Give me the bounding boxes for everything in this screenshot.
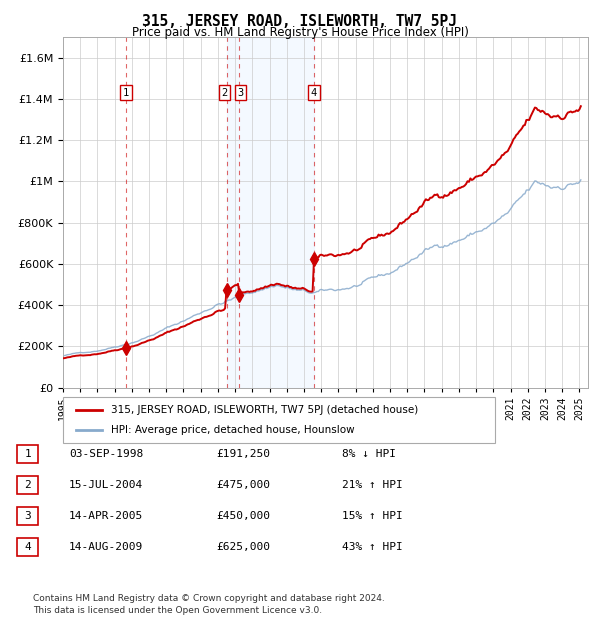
Text: 3: 3 [237, 88, 244, 98]
Text: £450,000: £450,000 [216, 511, 270, 521]
Text: £475,000: £475,000 [216, 480, 270, 490]
FancyBboxPatch shape [17, 507, 38, 525]
Text: 14-APR-2005: 14-APR-2005 [69, 511, 143, 521]
Text: 1: 1 [24, 449, 31, 459]
Text: 4: 4 [24, 542, 31, 552]
Text: 315, JERSEY ROAD, ISLEWORTH, TW7 5PJ: 315, JERSEY ROAD, ISLEWORTH, TW7 5PJ [143, 14, 458, 29]
Text: 15% ↑ HPI: 15% ↑ HPI [342, 511, 403, 521]
Text: 21% ↑ HPI: 21% ↑ HPI [342, 480, 403, 490]
Text: £625,000: £625,000 [216, 542, 270, 552]
Text: 2: 2 [221, 88, 227, 98]
Text: 43% ↑ HPI: 43% ↑ HPI [342, 542, 403, 552]
Text: £191,250: £191,250 [216, 449, 270, 459]
FancyBboxPatch shape [17, 445, 38, 463]
Text: 15-JUL-2004: 15-JUL-2004 [69, 480, 143, 490]
FancyBboxPatch shape [17, 538, 38, 556]
Text: 14-AUG-2009: 14-AUG-2009 [69, 542, 143, 552]
Text: Contains HM Land Registry data © Crown copyright and database right 2024.
This d: Contains HM Land Registry data © Crown c… [33, 594, 385, 615]
Text: 3: 3 [24, 511, 31, 521]
Text: 8% ↓ HPI: 8% ↓ HPI [342, 449, 396, 459]
Text: 1: 1 [123, 88, 129, 98]
Text: 03-SEP-1998: 03-SEP-1998 [69, 449, 143, 459]
Text: 4: 4 [311, 88, 317, 98]
Text: 2: 2 [24, 480, 31, 490]
Bar [227, 37, 314, 387]
FancyBboxPatch shape [17, 476, 38, 494]
Text: HPI: Average price, detached house, Hounslow: HPI: Average price, detached house, Houn… [110, 425, 354, 435]
Text: 315, JERSEY ROAD, ISLEWORTH, TW7 5PJ (detached house): 315, JERSEY ROAD, ISLEWORTH, TW7 5PJ (de… [110, 405, 418, 415]
Text: Price paid vs. HM Land Registry's House Price Index (HPI): Price paid vs. HM Land Registry's House … [131, 26, 469, 39]
